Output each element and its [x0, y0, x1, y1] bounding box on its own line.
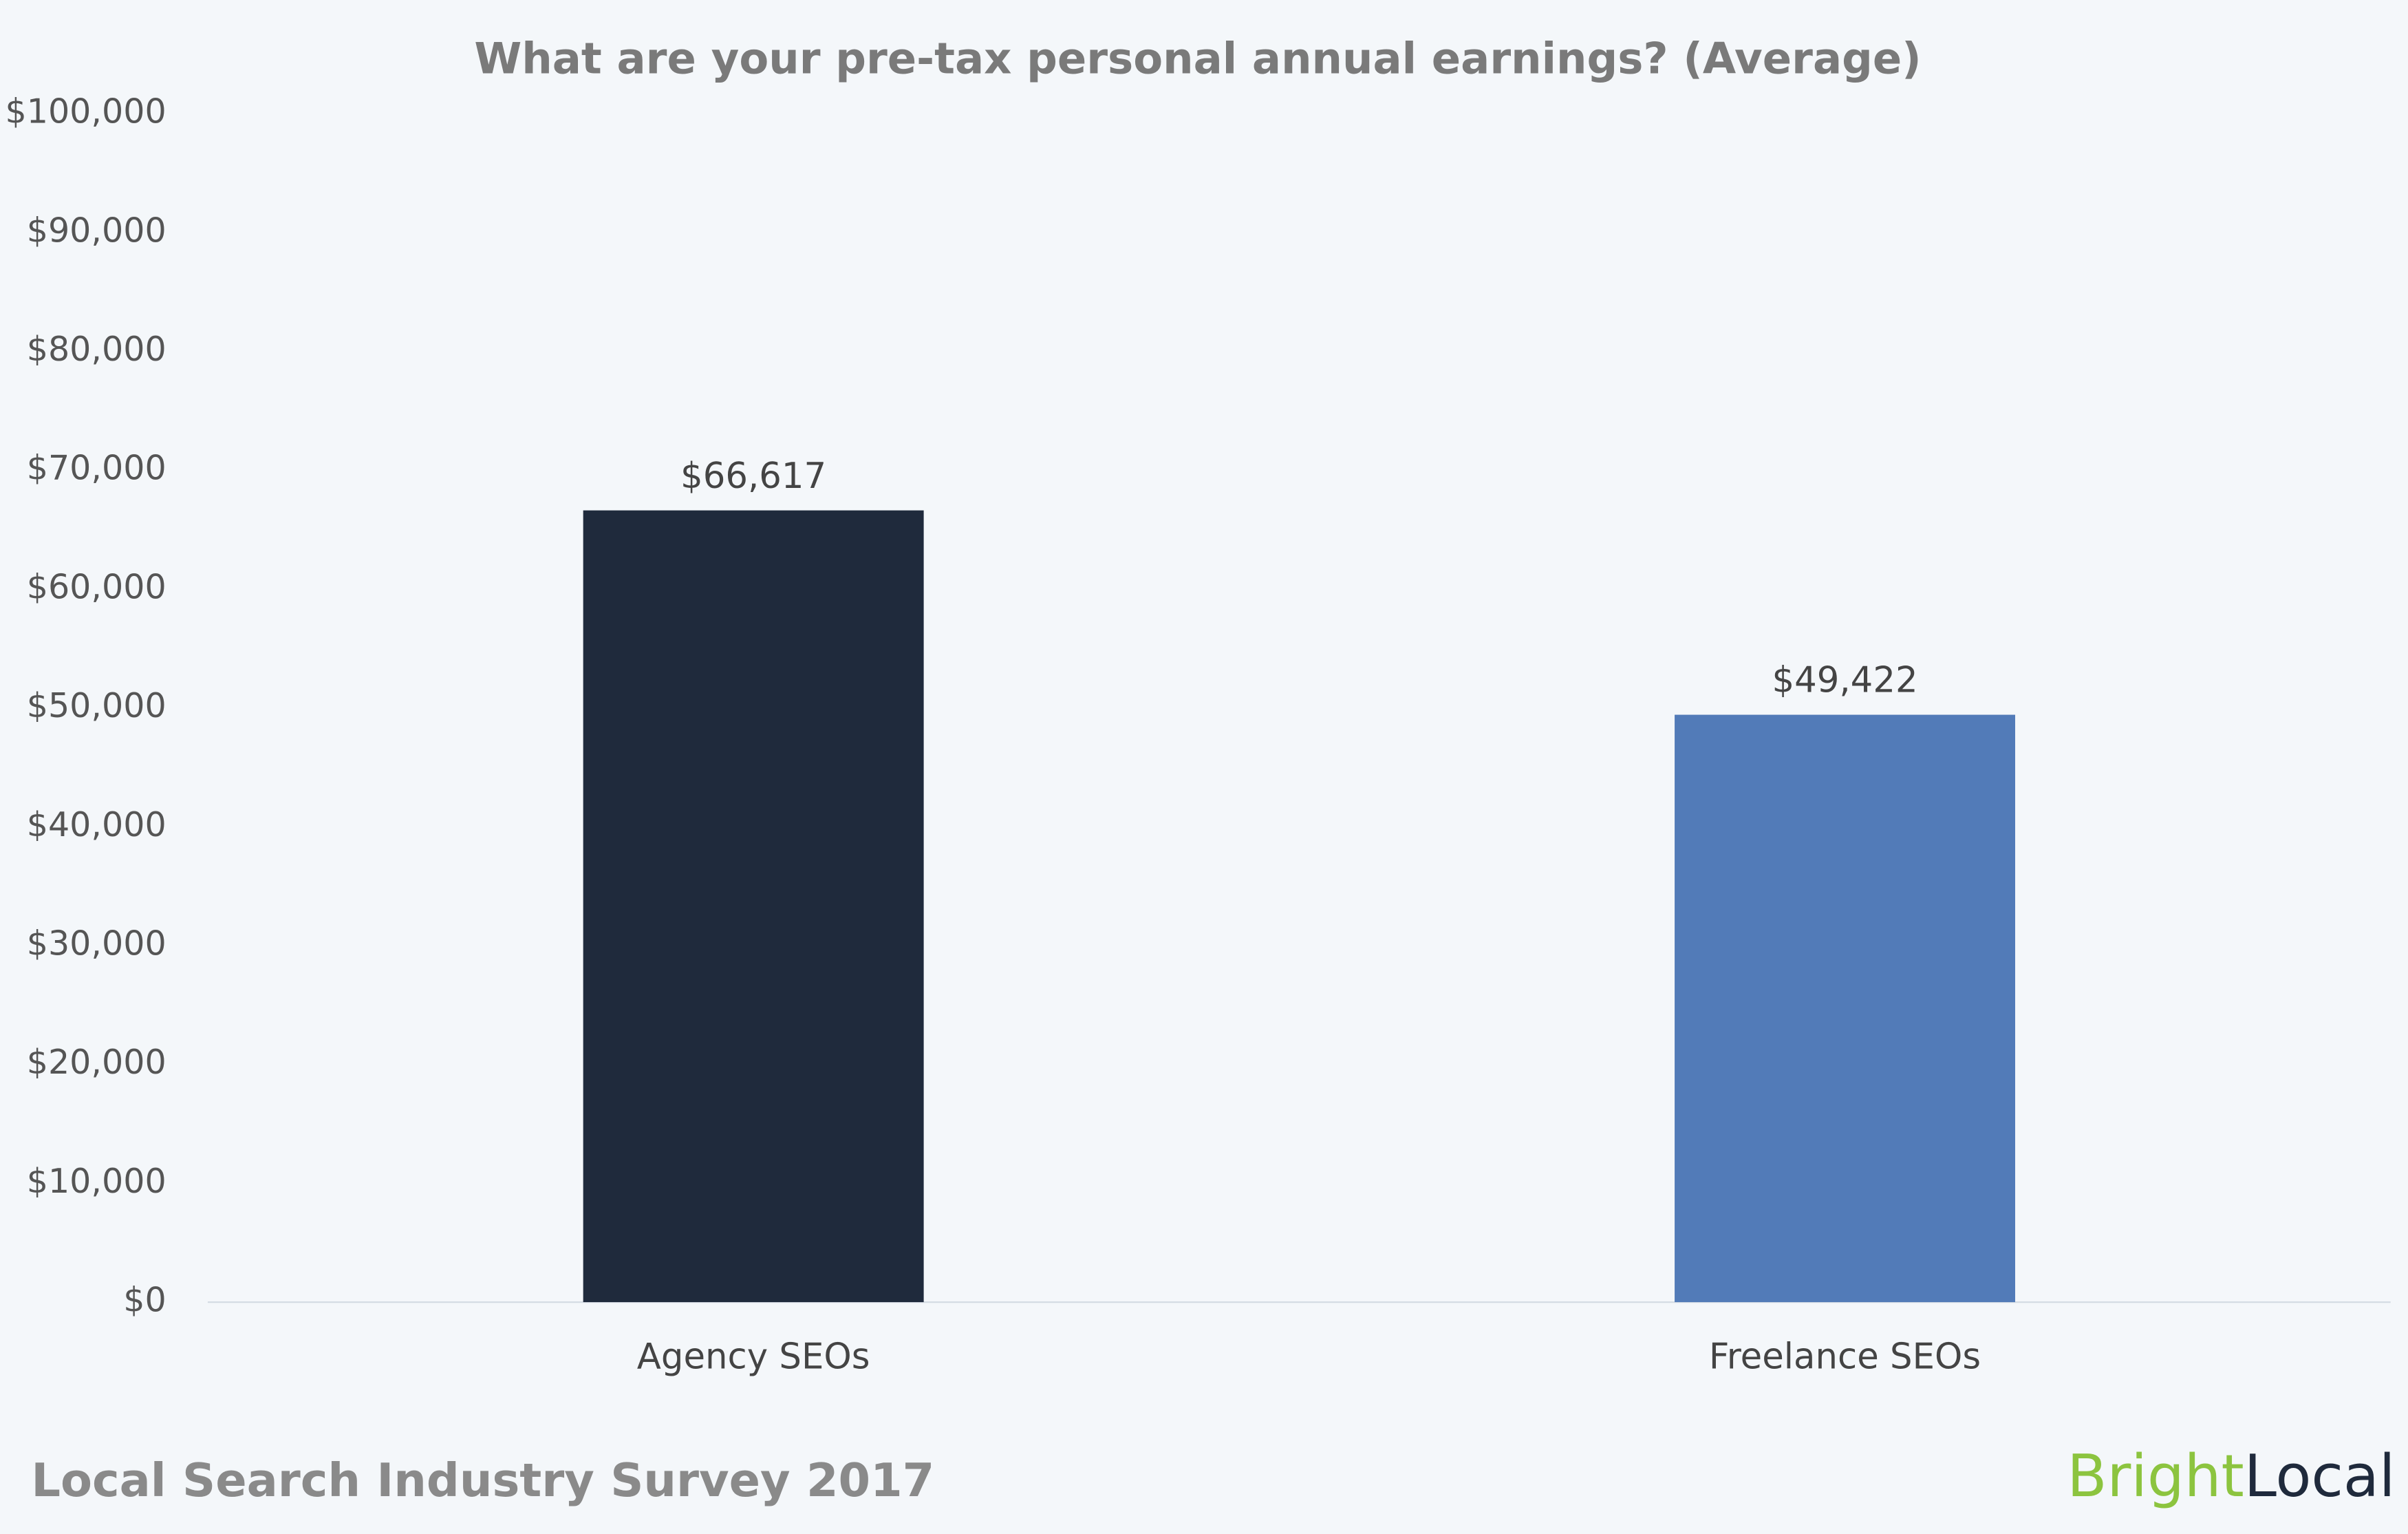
- x-tick-label: Agency SEOs: [637, 1336, 870, 1378]
- bar: [583, 510, 924, 1303]
- brand-logo: BrightLocal: [2067, 1442, 2395, 1510]
- y-tick-label: $50,000: [27, 685, 166, 725]
- y-tick-label: $0: [123, 1280, 166, 1320]
- y-tick-label: $20,000: [27, 1042, 166, 1082]
- y-tick-label: $60,000: [27, 566, 166, 606]
- y-tick-label: $40,000: [27, 805, 166, 844]
- y-tick-label: $10,000: [27, 1161, 166, 1201]
- y-tick-label: $70,000: [27, 448, 166, 488]
- x-tick-label: Freelance SEOs: [1709, 1336, 1981, 1378]
- value-label: $66,617: [680, 456, 826, 497]
- brand-first: Bright: [2067, 1442, 2244, 1510]
- y-tick-label: $80,000: [27, 329, 166, 369]
- y-tick-label: $100,000: [6, 92, 166, 131]
- bar: [1675, 714, 2016, 1303]
- y-tick-label: $90,000: [27, 210, 166, 250]
- brand-second: Local: [2244, 1442, 2396, 1510]
- value-label: $49,422: [1772, 660, 1917, 701]
- footer-source: Local Search Industry Survey 2017: [31, 1453, 934, 1507]
- y-tick-label: $30,000: [27, 923, 166, 963]
- chart-title: What are your pre-tax personal annual ea…: [474, 33, 1921, 83]
